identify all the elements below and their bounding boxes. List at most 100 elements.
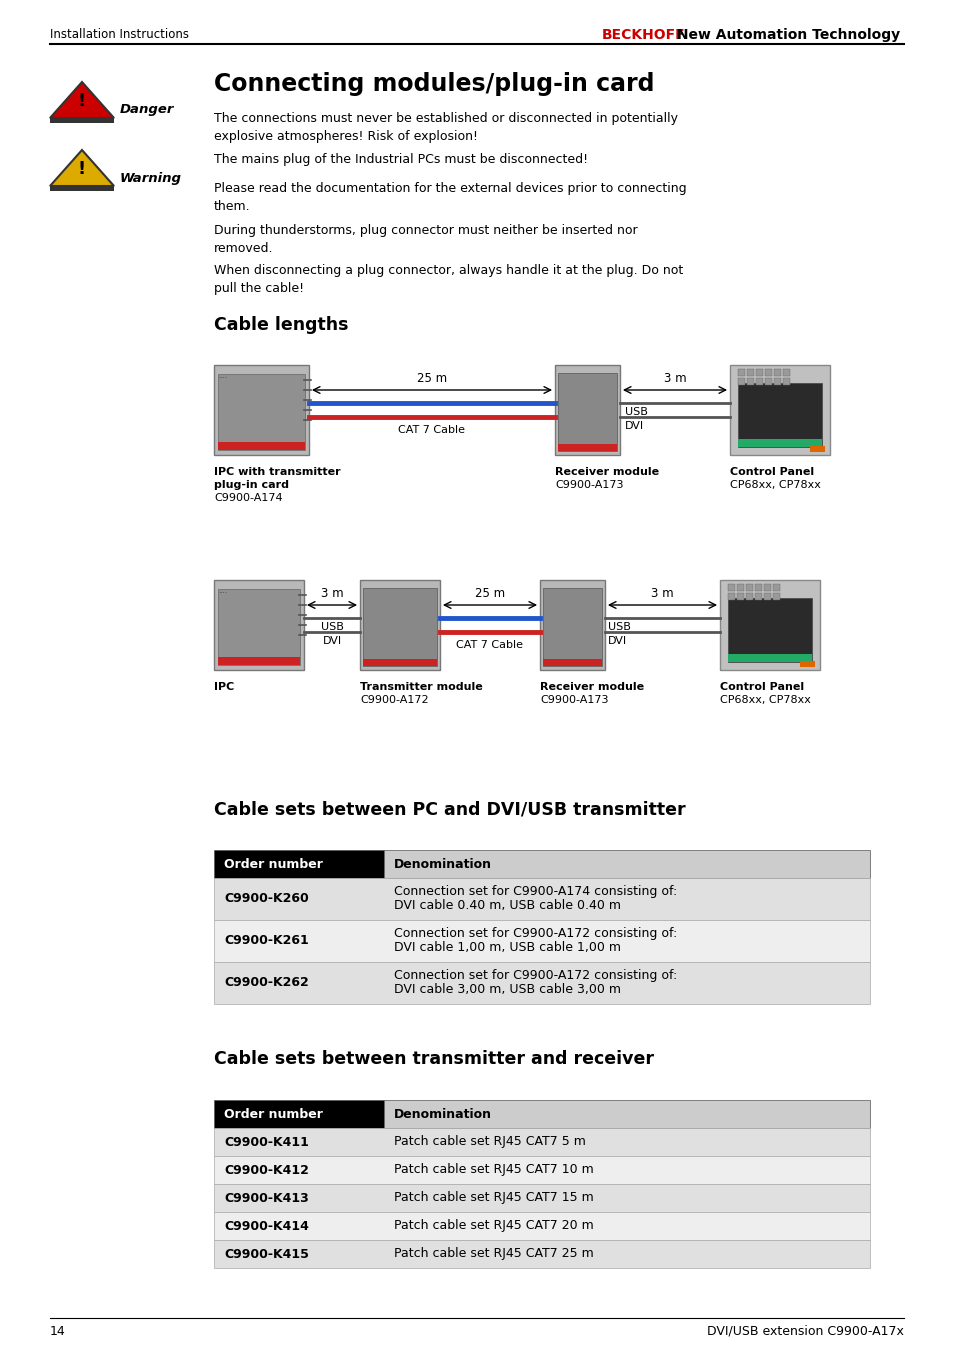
Text: IPC with transmitter: IPC with transmitter — [213, 467, 340, 477]
FancyBboxPatch shape — [738, 382, 821, 447]
FancyBboxPatch shape — [384, 850, 869, 878]
FancyBboxPatch shape — [558, 373, 617, 451]
FancyBboxPatch shape — [745, 584, 752, 590]
FancyBboxPatch shape — [720, 580, 820, 670]
Polygon shape — [50, 82, 113, 118]
FancyBboxPatch shape — [727, 593, 734, 600]
Text: Connection set for C9900-A174 consisting of:: Connection set for C9900-A174 consisting… — [394, 885, 677, 898]
FancyBboxPatch shape — [738, 378, 744, 385]
Text: C9900-A173: C9900-A173 — [539, 694, 608, 705]
Text: C9900-K411: C9900-K411 — [224, 1135, 309, 1148]
FancyBboxPatch shape — [737, 593, 743, 600]
Text: Cable sets between PC and DVI/USB transmitter: Cable sets between PC and DVI/USB transm… — [213, 800, 685, 817]
FancyBboxPatch shape — [50, 118, 113, 123]
Polygon shape — [50, 150, 113, 186]
Text: Patch cable set RJ45 CAT7 5 m: Patch cable set RJ45 CAT7 5 m — [394, 1135, 585, 1148]
Text: BECKHOFF: BECKHOFF — [601, 28, 685, 42]
Text: Transmitter module: Transmitter module — [359, 682, 482, 692]
FancyBboxPatch shape — [727, 598, 811, 662]
Text: C9900-K261: C9900-K261 — [224, 935, 309, 947]
FancyBboxPatch shape — [213, 1240, 869, 1269]
Text: USB: USB — [320, 621, 343, 632]
FancyBboxPatch shape — [764, 378, 771, 385]
Text: Patch cable set RJ45 CAT7 10 m: Patch cable set RJ45 CAT7 10 m — [394, 1163, 593, 1177]
Text: C9900-K260: C9900-K260 — [224, 893, 309, 905]
FancyBboxPatch shape — [218, 657, 299, 665]
FancyBboxPatch shape — [737, 584, 743, 590]
Text: DVI: DVI — [624, 422, 643, 431]
Text: Please read the documentation for the external devices prior to connecting
them.: Please read the documentation for the ex… — [213, 182, 686, 213]
FancyBboxPatch shape — [809, 446, 824, 453]
Text: !: ! — [78, 159, 86, 178]
FancyBboxPatch shape — [213, 1128, 869, 1156]
Text: Connection set for C9900-A172 consisting of:: Connection set for C9900-A172 consisting… — [394, 927, 677, 940]
Text: USB: USB — [624, 407, 647, 417]
FancyBboxPatch shape — [782, 378, 789, 385]
Text: ....: .... — [218, 373, 227, 380]
Text: ....: .... — [218, 588, 227, 594]
Text: Receiver module: Receiver module — [555, 467, 659, 477]
Text: IPC: IPC — [213, 682, 234, 692]
FancyBboxPatch shape — [213, 850, 384, 878]
FancyBboxPatch shape — [746, 378, 753, 385]
Text: C9900-K413: C9900-K413 — [224, 1192, 309, 1205]
FancyBboxPatch shape — [754, 593, 761, 600]
Text: Denomination: Denomination — [394, 1108, 492, 1120]
FancyBboxPatch shape — [729, 365, 829, 455]
Text: Receiver module: Receiver module — [539, 682, 643, 692]
FancyBboxPatch shape — [213, 920, 869, 962]
FancyBboxPatch shape — [359, 580, 439, 670]
FancyBboxPatch shape — [746, 369, 753, 376]
Text: Installation Instructions: Installation Instructions — [50, 28, 189, 41]
Text: Cable sets between transmitter and receiver: Cable sets between transmitter and recei… — [213, 1050, 654, 1069]
Text: The connections must never be established or disconnected in potentially
explosi: The connections must never be establishe… — [213, 112, 678, 143]
Text: DVI cable 3,00 m, USB cable 3,00 m: DVI cable 3,00 m, USB cable 3,00 m — [394, 984, 620, 996]
Text: plug-in card: plug-in card — [213, 480, 289, 490]
Text: 3 m: 3 m — [651, 586, 673, 600]
FancyBboxPatch shape — [772, 593, 780, 600]
Text: C9900-A172: C9900-A172 — [359, 694, 428, 705]
FancyBboxPatch shape — [213, 878, 869, 920]
Text: 25 m: 25 m — [416, 372, 447, 385]
FancyBboxPatch shape — [763, 584, 770, 590]
Text: DVI: DVI — [322, 636, 341, 646]
Text: C9900-K262: C9900-K262 — [224, 977, 309, 989]
Text: !: ! — [78, 92, 86, 109]
FancyBboxPatch shape — [218, 374, 305, 450]
FancyBboxPatch shape — [213, 1156, 869, 1183]
Text: CP68xx, CP78xx: CP68xx, CP78xx — [729, 480, 820, 490]
Text: Patch cable set RJ45 CAT7 20 m: Patch cable set RJ45 CAT7 20 m — [394, 1220, 593, 1232]
Text: Control Panel: Control Panel — [720, 682, 803, 692]
FancyBboxPatch shape — [738, 369, 744, 376]
FancyBboxPatch shape — [727, 584, 734, 590]
Text: 3 m: 3 m — [663, 372, 685, 385]
FancyBboxPatch shape — [727, 654, 811, 662]
FancyBboxPatch shape — [773, 369, 781, 376]
Text: When disconnecting a plug connector, always handle it at the plug. Do not
pull t: When disconnecting a plug connector, alw… — [213, 263, 682, 295]
FancyBboxPatch shape — [213, 1100, 384, 1128]
Text: DVI cable 1,00 m, USB cable 1,00 m: DVI cable 1,00 m, USB cable 1,00 m — [394, 942, 620, 954]
Text: Patch cable set RJ45 CAT7 25 m: Patch cable set RJ45 CAT7 25 m — [394, 1247, 593, 1260]
FancyBboxPatch shape — [755, 369, 762, 376]
FancyBboxPatch shape — [763, 593, 770, 600]
Text: Connecting modules/plug-in card: Connecting modules/plug-in card — [213, 72, 654, 96]
FancyBboxPatch shape — [764, 369, 771, 376]
Text: Cable lengths: Cable lengths — [213, 316, 348, 334]
Text: During thunderstorms, plug connector must neither be inserted nor
removed.: During thunderstorms, plug connector mus… — [213, 224, 637, 255]
Text: CAT 7 Cable: CAT 7 Cable — [456, 640, 523, 650]
FancyBboxPatch shape — [213, 365, 309, 455]
Text: C9900-K414: C9900-K414 — [224, 1220, 309, 1232]
FancyBboxPatch shape — [555, 365, 619, 455]
Text: 14: 14 — [50, 1325, 66, 1337]
Text: DVI cable 0.40 m, USB cable 0.40 m: DVI cable 0.40 m, USB cable 0.40 m — [394, 898, 620, 912]
Text: DVI: DVI — [607, 636, 626, 646]
FancyBboxPatch shape — [539, 580, 604, 670]
FancyBboxPatch shape — [213, 1212, 869, 1240]
FancyBboxPatch shape — [800, 661, 814, 667]
FancyBboxPatch shape — [754, 584, 761, 590]
Text: DVI/USB extension C9900-A17x: DVI/USB extension C9900-A17x — [706, 1325, 903, 1337]
FancyBboxPatch shape — [363, 659, 436, 666]
Text: Order number: Order number — [224, 1108, 322, 1120]
FancyBboxPatch shape — [218, 442, 305, 450]
Text: Warning: Warning — [120, 172, 182, 185]
